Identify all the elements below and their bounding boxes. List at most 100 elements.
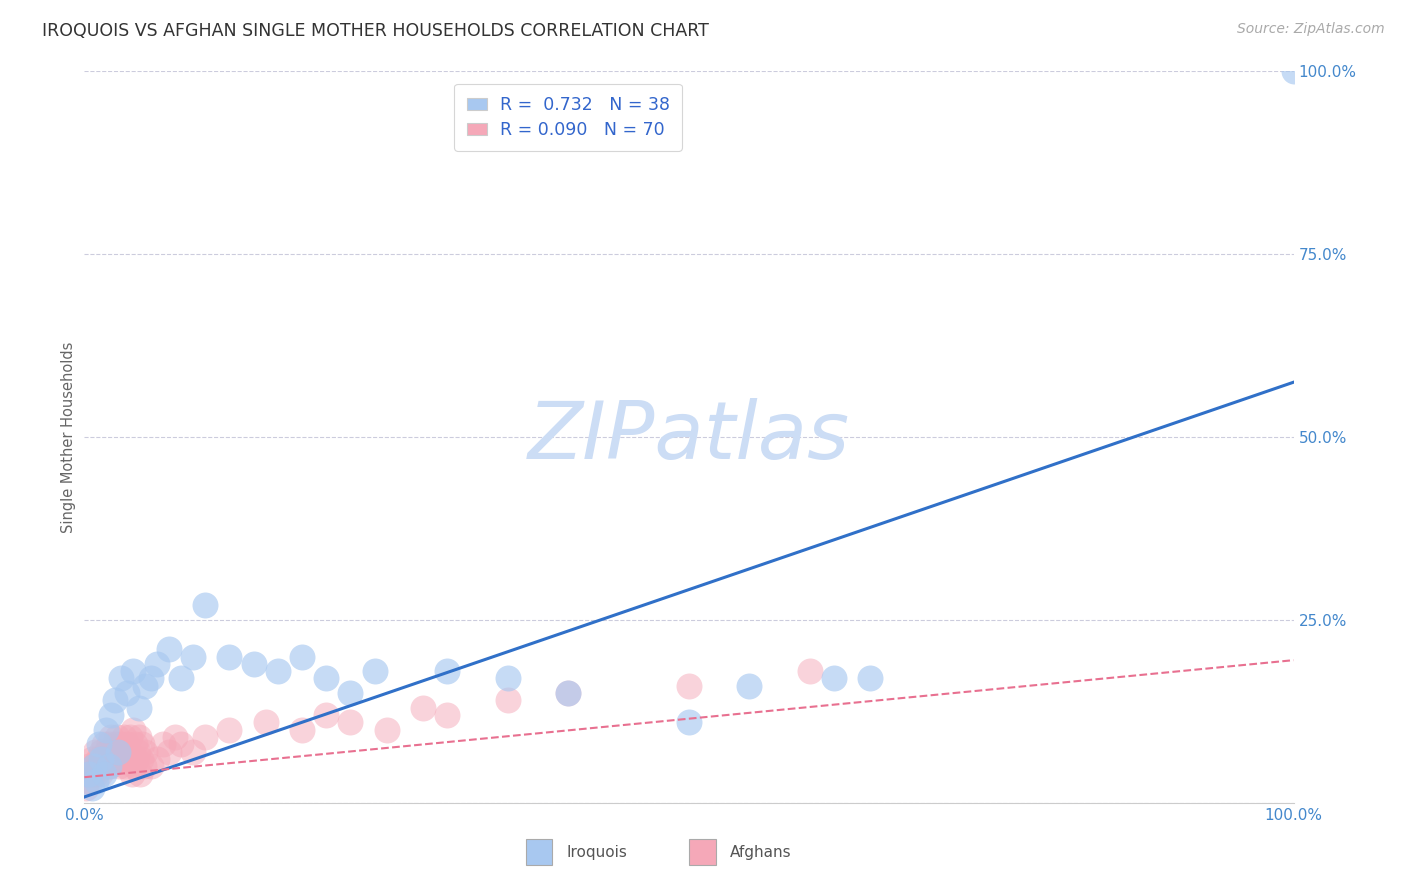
Point [79, 773, 101, 788]
Point [104, 752, 127, 766]
Point [163, 730, 186, 744]
Point [93, 766, 115, 780]
Point [97, 759, 120, 773]
Point [315, 708, 337, 723]
Point [125, 752, 148, 766]
Point [339, 686, 361, 700]
Point [678, 715, 700, 730]
Point [218, 649, 240, 664]
Point [157, 642, 180, 657]
Point [115, 737, 138, 751]
Point [80, 781, 103, 796]
Point [254, 715, 277, 730]
Point [83, 759, 105, 773]
Point [436, 708, 458, 723]
Point [105, 730, 128, 744]
Point [291, 649, 314, 664]
Point [100, 730, 122, 744]
Point [157, 745, 180, 759]
FancyBboxPatch shape [689, 839, 716, 865]
Point [86, 766, 108, 780]
Point [412, 700, 434, 714]
Point [127, 745, 149, 759]
Point [139, 672, 162, 686]
Point [100, 708, 122, 723]
Point [134, 745, 156, 759]
Point [76, 773, 98, 788]
Point [120, 730, 142, 744]
Point [86, 773, 108, 788]
Point [194, 730, 217, 744]
Point [799, 664, 821, 678]
Point [84, 745, 107, 759]
Point [218, 723, 240, 737]
Point [86, 752, 108, 766]
Point [132, 759, 155, 773]
Text: Afghans: Afghans [730, 845, 792, 860]
Point [181, 649, 204, 664]
Point [75, 781, 97, 796]
Point [121, 664, 143, 678]
Point [77, 766, 100, 780]
Point [181, 745, 204, 759]
Point [122, 759, 145, 773]
Y-axis label: Single Mother Households: Single Mother Households [60, 342, 76, 533]
Point [118, 745, 141, 759]
Point [1282, 64, 1305, 78]
Point [87, 737, 110, 751]
FancyBboxPatch shape [526, 839, 553, 865]
Point [82, 766, 104, 780]
Point [94, 759, 117, 773]
Point [98, 759, 121, 773]
Point [267, 664, 290, 678]
Point [115, 686, 138, 700]
Point [146, 752, 169, 766]
Point [96, 752, 118, 766]
Point [315, 672, 337, 686]
Point [242, 657, 264, 671]
Point [83, 759, 105, 773]
Point [97, 737, 120, 751]
Point [557, 686, 579, 700]
Point [131, 737, 153, 751]
Point [134, 679, 156, 693]
Point [291, 723, 314, 737]
Point [101, 752, 124, 766]
Point [375, 723, 398, 737]
Text: Iroquois: Iroquois [567, 845, 627, 860]
Point [121, 766, 143, 780]
Point [128, 730, 150, 744]
Point [436, 664, 458, 678]
Point [91, 752, 114, 766]
Point [112, 730, 135, 744]
Point [170, 737, 193, 751]
Point [738, 679, 761, 693]
Point [93, 737, 115, 751]
Point [77, 759, 100, 773]
Point [146, 657, 169, 671]
Point [129, 752, 152, 766]
Point [678, 679, 700, 693]
Legend: R =  0.732   N = 38, R = 0.090   N = 70: R = 0.732 N = 38, R = 0.090 N = 70 [454, 84, 682, 151]
Point [104, 737, 127, 751]
Point [103, 745, 125, 759]
Point [129, 766, 152, 780]
Point [557, 686, 579, 700]
Point [89, 766, 111, 780]
Point [110, 672, 132, 686]
Point [111, 752, 134, 766]
Point [107, 745, 129, 759]
Point [496, 693, 519, 707]
Text: ZIPatlas: ZIPatlas [527, 398, 851, 476]
Point [363, 664, 385, 678]
Point [128, 700, 150, 714]
Point [823, 672, 845, 686]
Point [80, 752, 103, 766]
Point [90, 752, 112, 766]
Point [110, 737, 132, 751]
Point [170, 672, 193, 686]
Point [194, 599, 217, 613]
Point [107, 745, 129, 759]
Point [496, 672, 519, 686]
Point [90, 745, 112, 759]
